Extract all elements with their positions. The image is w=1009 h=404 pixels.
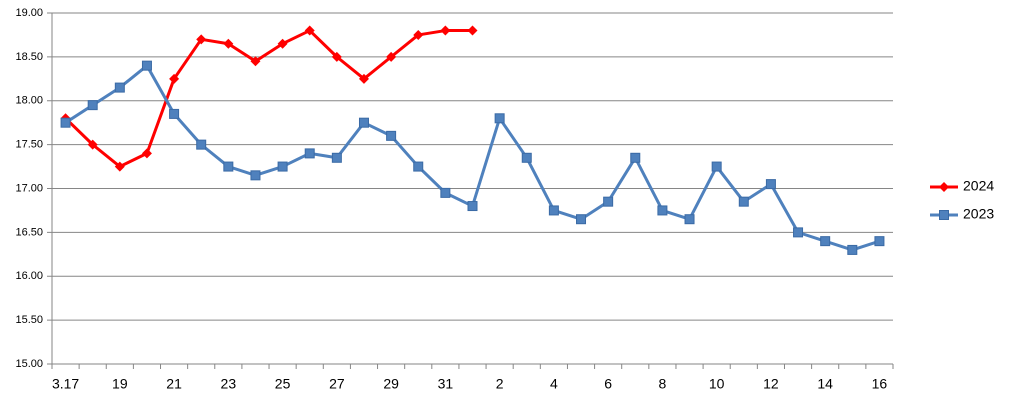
data-point	[358, 73, 369, 84]
data-point	[684, 214, 695, 225]
data-point	[467, 25, 478, 36]
x-tick-label: 10	[709, 376, 725, 392]
x-tick-label: 25	[275, 376, 291, 392]
x-tick-label: 4	[550, 376, 558, 392]
x-tick-label: 3.17	[52, 376, 79, 392]
data-point	[331, 51, 342, 62]
y-tick-label: 17.00	[15, 182, 43, 194]
data-point	[169, 73, 180, 84]
x-tick-label: 29	[383, 376, 399, 392]
data-point	[141, 60, 152, 71]
data-point	[141, 148, 152, 159]
data-point	[250, 56, 261, 67]
data-point	[223, 38, 234, 49]
y-tick-label: 18.50	[15, 51, 43, 63]
data-point	[277, 161, 288, 172]
data-point	[87, 139, 98, 150]
data-point	[467, 201, 478, 212]
legend-label: 2023	[963, 206, 994, 222]
data-point	[440, 25, 451, 36]
x-tick-label: 8	[659, 376, 667, 392]
x-tick-label: 12	[763, 376, 779, 392]
data-point	[413, 161, 424, 172]
data-point	[250, 170, 261, 181]
legend-marker	[939, 210, 949, 220]
x-tick-label: 21	[166, 376, 182, 392]
data-point	[765, 179, 776, 190]
y-tick-label: 18.00	[15, 95, 43, 107]
data-point	[820, 236, 831, 247]
data-point	[358, 117, 369, 128]
y-tick-label: 15.50	[15, 314, 43, 326]
data-point	[114, 161, 125, 172]
legend-marker	[939, 182, 949, 192]
data-point	[793, 227, 804, 238]
data-point	[521, 152, 532, 163]
data-point	[576, 214, 587, 225]
data-point	[304, 25, 315, 36]
x-tick-label: 23	[221, 376, 237, 392]
data-point	[874, 236, 885, 247]
x-tick-label: 31	[438, 376, 454, 392]
data-point	[603, 196, 614, 207]
data-point	[440, 187, 451, 198]
data-point	[711, 161, 722, 172]
x-tick-label: 27	[329, 376, 345, 392]
data-point	[277, 38, 288, 49]
data-point	[386, 130, 397, 141]
y-tick-label: 17.50	[15, 139, 43, 151]
data-point	[657, 205, 668, 216]
data-point	[738, 196, 749, 207]
data-point	[196, 139, 207, 150]
data-point	[304, 148, 315, 159]
data-point	[196, 34, 207, 45]
x-tick-label: 14	[817, 376, 833, 392]
data-point	[60, 117, 71, 128]
y-tick-label: 19.00	[15, 7, 43, 19]
y-tick-label: 15.00	[15, 358, 43, 370]
x-tick-label: 19	[112, 376, 128, 392]
y-tick-label: 16.50	[15, 226, 43, 238]
x-tick-label: 16	[872, 376, 888, 392]
data-point	[114, 82, 125, 93]
legend-label: 2024	[963, 178, 994, 194]
data-point	[847, 244, 858, 255]
series-line	[64, 64, 880, 252]
data-point	[169, 108, 180, 119]
x-tick-label: 2	[496, 376, 504, 392]
data-point	[413, 29, 424, 40]
x-tick-label: 6	[604, 376, 612, 392]
data-point	[331, 152, 342, 163]
data-point	[386, 51, 397, 62]
data-point	[630, 152, 641, 163]
y-tick-label: 16.00	[15, 270, 43, 282]
data-point	[548, 205, 559, 216]
data-point	[223, 161, 234, 172]
series-line	[64, 29, 473, 169]
data-point	[494, 113, 505, 124]
data-point	[87, 100, 98, 111]
